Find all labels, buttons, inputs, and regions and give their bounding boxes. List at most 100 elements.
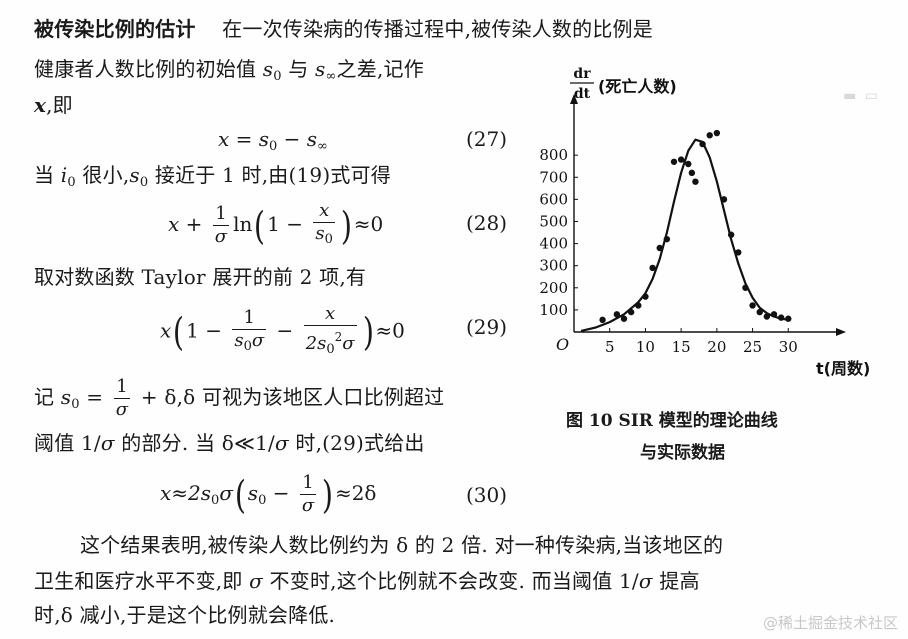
y-tick-label: 700 <box>539 168 568 186</box>
paragraph-line-1: 被传染比例的估计 在一次传染病的传播过程中,被传染人数的比例是 <box>34 14 653 44</box>
data-point <box>713 129 721 137</box>
eq-subscript: 0 <box>211 493 220 508</box>
left-paren: ( <box>173 310 185 354</box>
eq-part: ≈2δ <box>334 481 377 505</box>
text-segment: 很小, <box>75 163 130 187</box>
eq-part: 1 − <box>186 318 229 343</box>
equation-28: x + 1 σ ln(1 − x s0)≈0 <box>168 200 383 251</box>
text-segment: 的部分. 当 δ≪1/ <box>114 431 275 455</box>
data-point <box>685 160 692 168</box>
equation-29: x(1 − 1 s0σ − x 2s02σ)≈0 <box>160 303 405 361</box>
text-segment: + δ,δ 可视为该地区人口比例超过 <box>134 385 445 409</box>
math-subscript: 0 <box>67 175 76 190</box>
x-tick-label: 30 <box>779 338 798 356</box>
text-segment: 当 <box>34 163 61 187</box>
figure-caption-line-2: 与实际数据 <box>640 443 725 463</box>
equation-30: x≈2s0σ(s0 − 1 σ)≈2δ <box>160 472 376 517</box>
math-sigma: σ <box>638 569 653 593</box>
eq-part: − <box>266 481 296 505</box>
eq-part: − <box>270 318 300 343</box>
fraction-numerator: 1 <box>299 472 317 495</box>
math-subscript: ∞ <box>325 69 337 84</box>
right-paren: ) <box>340 203 352 248</box>
equation-number-27: (27) <box>466 127 508 151</box>
fraction-denominator: s0 <box>315 223 333 247</box>
eq-part: x + <box>168 212 209 236</box>
eq-part: x≈2s <box>160 481 212 505</box>
equation-number-28: (28) <box>466 211 508 235</box>
fraction: 1 s0σ <box>232 307 267 358</box>
eq-part: ≈0 <box>375 318 405 343</box>
math-subscript: 0 <box>273 69 282 84</box>
text-segment: 不变时,这个比例就不会改变. 而当阈值 1/ <box>262 569 639 593</box>
x-tick-label: 15 <box>672 338 691 356</box>
watermark-text: 稀土掘金技术社区 <box>777 614 898 632</box>
y-tick-label: 400 <box>539 235 568 253</box>
text-segment: 提高 <box>652 569 700 593</box>
math-s: s <box>262 57 274 81</box>
fraction-denominator: σ <box>115 399 129 420</box>
y-tick-label: 100 <box>539 301 568 319</box>
data-point <box>699 140 706 148</box>
eq-subscript: 0 <box>269 139 278 154</box>
math-sigma: σ <box>100 431 115 455</box>
data-point <box>756 308 763 316</box>
fraction-numerator: 1 <box>212 203 230 226</box>
paragraph-line-3: x,即 <box>34 90 73 120</box>
x-tick-label: 5 <box>605 338 615 356</box>
fraction: x 2s02σ <box>303 303 357 361</box>
text-segment: = <box>79 385 110 409</box>
data-point <box>749 302 756 309</box>
intro-text: 在一次传染病的传播过程中,被传染人数的比例是 <box>222 17 653 41</box>
left-paren: ( <box>254 203 266 248</box>
math-sigma: σ <box>249 569 263 593</box>
data-point <box>688 169 696 177</box>
text-segment: 与 <box>281 57 316 81</box>
fraction: x s0 <box>313 200 335 251</box>
eq-part: ln <box>233 212 253 236</box>
origin-label: O <box>556 335 569 354</box>
data-point <box>613 311 621 318</box>
fraction-denominator: σ <box>214 226 228 247</box>
figure-caption-line-1: 图 10 SIR 模型的理论曲线 <box>566 411 778 431</box>
text-segment: 健康者人数比例的初始值 <box>34 57 263 81</box>
text-segment: 阈值 1/ <box>34 431 101 455</box>
y-label-denominator: dt <box>574 86 591 102</box>
eq-subscript: 0 <box>258 493 267 508</box>
math-sigma: σ <box>274 431 289 455</box>
math-s: s <box>315 57 326 81</box>
right-paren: ) <box>321 472 334 517</box>
data-point <box>635 302 642 309</box>
paragraph-line-p3: 时,δ 减小,于是这个比例就会降低. <box>34 603 336 627</box>
scan-mark: ▬ ▭ <box>843 88 880 104</box>
paragraph-line-7: 取对数函数 Taylor 展开的前 2 项,有 <box>34 265 367 289</box>
eq-part: σ <box>219 481 233 505</box>
data-point <box>656 244 663 252</box>
eq-part: x = s <box>218 127 270 151</box>
text-segment: 卫生和医疗水平不变,即 <box>34 569 250 593</box>
paragraph-line-10: 阈值 1/σ 的部分. 当 δ≪1/σ 时,(29)式给出 <box>34 428 425 458</box>
y-tick-label: 200 <box>539 279 568 297</box>
eq-part: − s <box>277 127 318 151</box>
data-point <box>785 315 792 322</box>
watermark-at: @ <box>762 614 778 632</box>
theory-curve <box>580 138 789 332</box>
eq-part: s <box>247 481 259 505</box>
data-point <box>706 132 713 139</box>
fraction-numerator: 1 <box>232 307 267 330</box>
paragraph-line-5: 当 i0 很小,s0 接近于 1 时,由(19)式可得 <box>34 160 391 198</box>
math-s: s <box>129 163 140 187</box>
x-label: t(周数) <box>816 359 870 378</box>
data-point <box>670 158 678 165</box>
data-point <box>770 311 778 318</box>
math-subscript: 0 <box>71 397 80 412</box>
text-segment: 时,(29)式给出 <box>288 431 425 455</box>
paragraph-line-p1: 这个结果表明,被传染人数比例约为 δ 的 2 倍. 对一种传染病,当该地区的 <box>80 533 724 557</box>
fraction-denominator: 2s02σ <box>305 330 355 357</box>
text-segment: ,即 <box>46 93 73 117</box>
x-tick-label: 20 <box>707 338 726 356</box>
data-point <box>727 231 735 238</box>
